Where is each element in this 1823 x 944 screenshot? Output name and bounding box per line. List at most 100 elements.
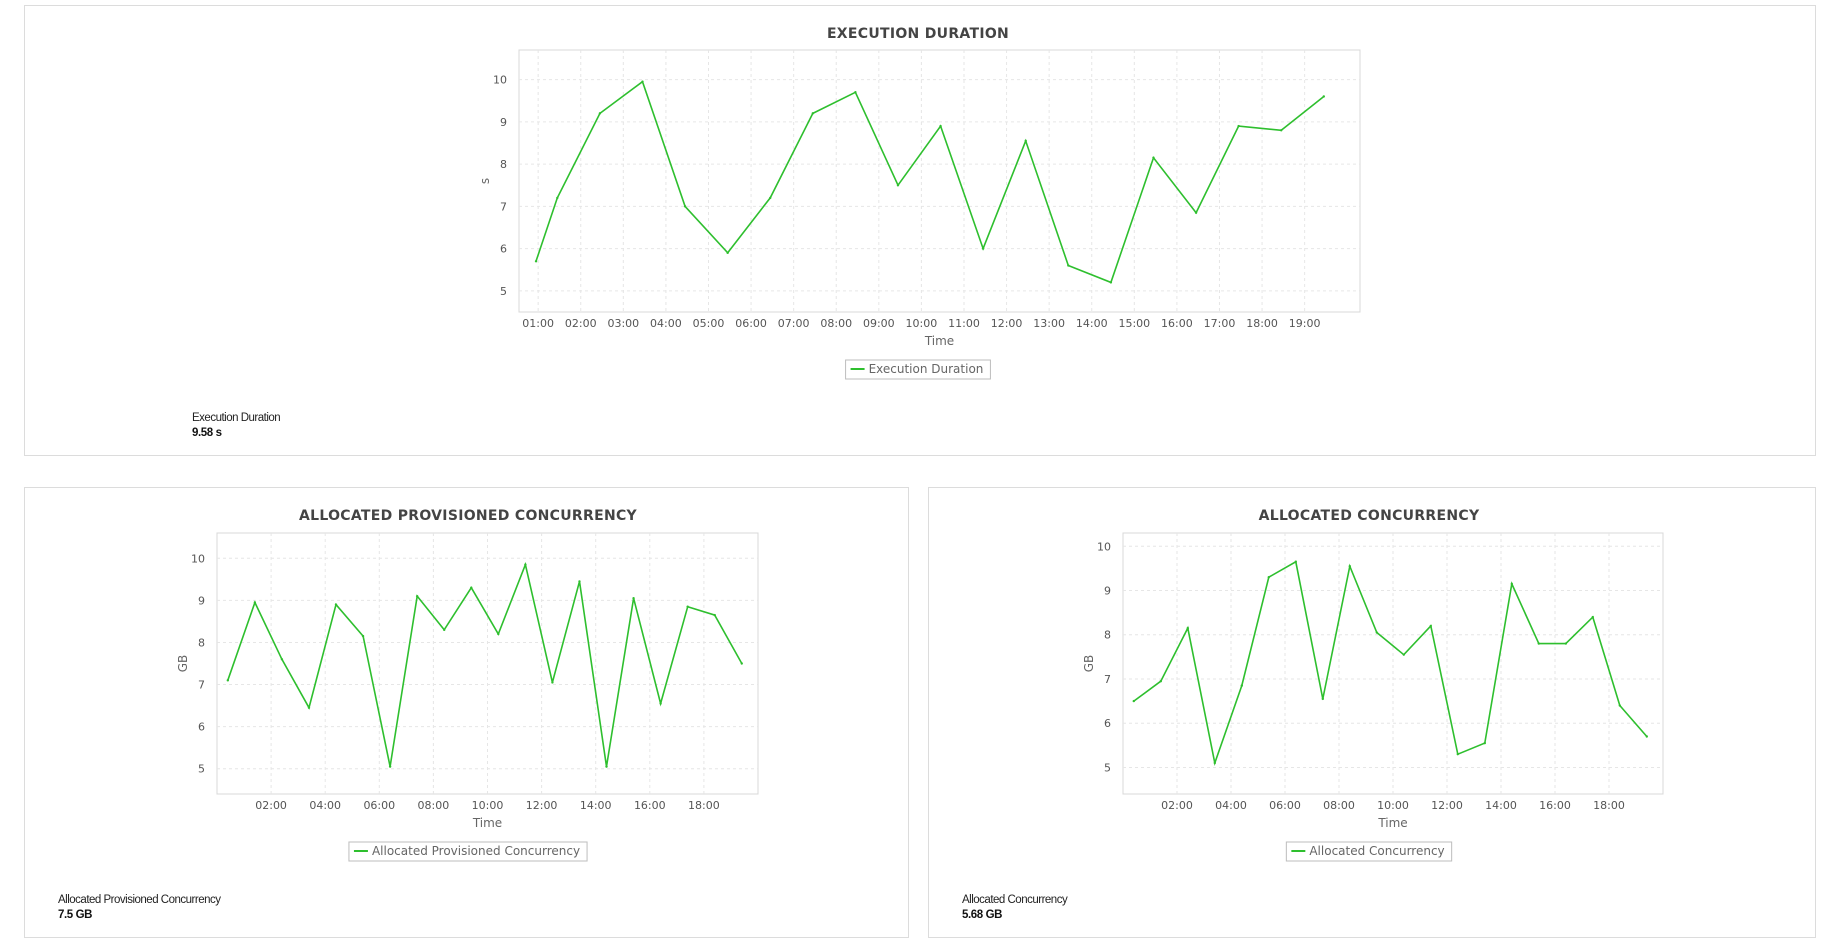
data-point	[1109, 281, 1113, 284]
data-point	[1645, 735, 1648, 738]
x-tick-label: 08:00	[1323, 799, 1355, 812]
legend-label: Allocated Concurrency	[1309, 844, 1444, 858]
x-tick-label: 14:00	[580, 799, 612, 812]
y-axis-label: s	[478, 178, 492, 184]
data-point	[1564, 642, 1567, 645]
data-point	[524, 563, 527, 566]
x-tick-label: 01:00	[522, 317, 554, 330]
y-tick-label: 6	[198, 721, 205, 734]
data-point	[1267, 576, 1270, 579]
data-point	[556, 196, 559, 200]
data-point	[1402, 653, 1405, 656]
y-tick-label: 9	[500, 116, 507, 129]
x-tick-label: 04:00	[309, 799, 341, 812]
x-tick-label: 16:00	[634, 799, 666, 812]
data-point	[713, 613, 716, 617]
x-tick-label: 16:00	[1161, 317, 1193, 330]
legend-box	[1285, 841, 1453, 862]
y-tick-label: 6	[500, 243, 507, 256]
data-point	[334, 603, 338, 606]
legend[interactable]: Allocated Concurrency	[1285, 841, 1453, 862]
data-point	[686, 605, 689, 608]
x-tick-label: 14:00	[1076, 317, 1108, 330]
y-tick-label: 5	[198, 763, 205, 776]
execution-duration-chart: EXECUTION DURATION 5 6 7 8 9 10 01:00 02:00 03:00…	[478, 26, 1361, 380]
series-line	[1133, 560, 1648, 767]
data-point	[1510, 582, 1513, 586]
x-tick-label: 09:00	[863, 317, 895, 330]
x-tick-label: 18:00	[1246, 317, 1278, 330]
x-tick-label: 17:00	[1204, 317, 1236, 330]
x-tick-label: 10:00	[1377, 799, 1409, 812]
chart-title: EXECUTION DURATION	[827, 26, 1009, 42]
x-tick-label: 12:00	[991, 317, 1023, 330]
x-tick-label: 02:00	[565, 317, 597, 330]
data-point	[1186, 626, 1189, 630]
y-tick-label: 5	[1104, 761, 1111, 774]
data-point	[598, 112, 602, 115]
execution-duration-summary: Execution Duration 9.58 s	[192, 411, 281, 441]
data-point	[981, 247, 985, 250]
data-point	[534, 260, 538, 263]
allocated-concurrency-panel: ALLOCATED CONCURRENCY 5 6 7 8 9 10 02:00 04:00 06…	[928, 487, 1816, 938]
data-point	[811, 112, 815, 115]
data-point	[896, 184, 900, 187]
legend[interactable]: Allocated Provisioned Concurrency	[348, 841, 588, 862]
data-point	[415, 594, 419, 598]
data-point	[280, 658, 284, 661]
execution-duration-panel: EXECUTION DURATION 5 6 7 8 9 10 01:00 02:00 03:00…	[24, 5, 1816, 456]
x-tick-label: 03:00	[607, 317, 639, 330]
y-tick-label: 9	[198, 594, 205, 607]
allocated-provisioned-concurrency-chart: ALLOCATED PROVISIONED CONCURRENCY 5 6 7 8 9 10…	[176, 508, 759, 862]
data-point	[1280, 129, 1283, 132]
data-point	[683, 205, 687, 208]
data-point	[1294, 560, 1297, 563]
summary-value: 7.5 GB	[58, 909, 93, 921]
data-point	[939, 124, 942, 128]
x-tick-label: 19:00	[1289, 317, 1321, 330]
data-point	[307, 706, 311, 709]
x-tick-label: 02:00	[1161, 799, 1193, 812]
data-point	[470, 586, 473, 589]
plot-area	[1122, 532, 1664, 795]
x-tick-label: 10:00	[906, 317, 938, 330]
data-point	[1067, 264, 1070, 267]
legend-box	[348, 841, 588, 862]
x-axis-label: Time	[1377, 816, 1407, 830]
series-line	[227, 561, 743, 767]
chart-title: ALLOCATED PROVISIONED CONCURRENCY	[299, 508, 638, 524]
y-tick-label: 6	[1104, 717, 1111, 730]
x-tick-label: 18:00	[688, 799, 720, 812]
legend-label: Allocated Provisioned Concurrency	[372, 844, 580, 858]
data-point	[1194, 211, 1198, 214]
data-point	[361, 634, 365, 638]
data-point	[1483, 741, 1486, 745]
data-point	[1618, 704, 1621, 707]
data-point	[1591, 615, 1594, 619]
data-point	[388, 765, 392, 768]
legend[interactable]: Execution Duration	[845, 359, 991, 380]
plot-area	[216, 532, 759, 795]
data-point	[1213, 761, 1216, 765]
data-point	[1429, 624, 1432, 628]
summary-value: 5.68 GB	[962, 909, 1003, 921]
allocated-concurrency-summary: Allocated Concurrency 5.68 GB	[962, 893, 1068, 923]
data-point	[1322, 95, 1326, 98]
x-tick-label: 04:00	[650, 317, 682, 330]
summary-value: 9.58 s	[192, 427, 222, 439]
y-tick-label: 9	[1104, 585, 1111, 598]
y-tick-label: 7	[500, 200, 507, 213]
x-tick-label: 06:00	[363, 799, 395, 812]
summary-label: Allocated Provisioned Concurrency	[58, 894, 221, 906]
data-point	[726, 251, 729, 255]
x-tick-label: 16:00	[1539, 799, 1571, 812]
x-tick-label: 06:00	[735, 317, 767, 330]
data-point	[1152, 156, 1155, 159]
legend-box	[845, 359, 991, 380]
x-tick-label: 08:00	[418, 799, 450, 812]
data-point	[1456, 752, 1459, 756]
data-point	[659, 702, 662, 705]
x-tick-label: 15:00	[1118, 317, 1150, 330]
x-axis-label: Time	[924, 334, 954, 348]
data-point	[769, 196, 772, 200]
